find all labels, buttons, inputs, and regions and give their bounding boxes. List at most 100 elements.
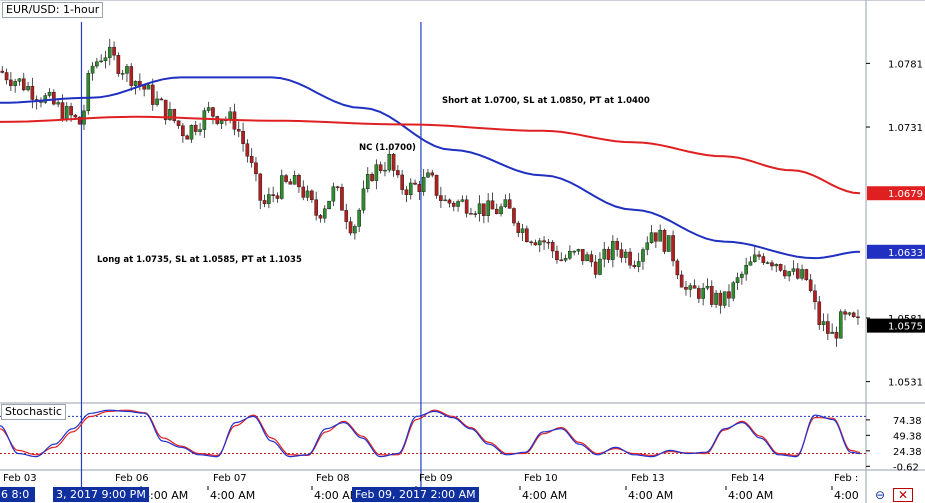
candle-body <box>344 210 349 222</box>
candle-body <box>0 70 5 73</box>
candle-body <box>64 106 69 120</box>
price-tick-label: 1.0781 <box>888 59 923 70</box>
date-tick-label: Feb 10 <box>524 473 558 484</box>
candle-body <box>408 182 413 195</box>
stochastic-title[interactable]: Stochastic <box>1 404 66 420</box>
candle-body <box>146 84 151 90</box>
candle-body <box>692 285 697 289</box>
sync-icon[interactable]: ⊖ <box>874 488 886 502</box>
candle-body <box>159 98 164 101</box>
time-tick-label: 4:00 <box>834 489 859 502</box>
candles <box>0 38 860 347</box>
candle-body <box>537 240 542 246</box>
candle-body <box>718 292 723 306</box>
close-icon[interactable]: ✕ <box>893 488 913 502</box>
candle-body <box>473 213 478 215</box>
price-tick-label: 1.0531 <box>888 378 923 389</box>
price-tag-box <box>867 318 925 333</box>
candle-body <box>602 248 607 260</box>
candle-body <box>396 170 400 176</box>
candle-body <box>482 203 486 216</box>
candle-body <box>301 186 306 198</box>
candle-body <box>748 261 753 266</box>
candle-body <box>56 102 60 105</box>
candle-body <box>181 125 185 137</box>
candle-body <box>709 286 714 305</box>
stochastic-axis-ticks: 74.38 49.38 24.38 -0.62 <box>866 416 922 473</box>
candle-body <box>155 98 159 105</box>
candle-body <box>628 251 632 266</box>
candle-body <box>611 241 615 260</box>
annotation-long: Long at 1.0735, SL at 1.0585, PT at 1.10… <box>97 255 302 265</box>
candle-body <box>378 164 383 171</box>
date-tick-label: Feb 14 <box>731 473 765 484</box>
candle-body <box>752 254 757 262</box>
candle-body <box>374 164 379 181</box>
candle-body <box>774 264 779 267</box>
candle-body <box>365 174 370 189</box>
candle-body <box>494 208 499 215</box>
candle-body <box>761 256 766 263</box>
candle-body <box>245 143 250 157</box>
stochastic-tick-label: 24.38 <box>893 447 922 458</box>
candle-body <box>322 208 327 219</box>
candle-body <box>662 230 667 252</box>
candle-body <box>4 72 9 81</box>
cursor-lines <box>80 22 422 487</box>
candle-body <box>297 175 301 188</box>
candle-body <box>310 190 314 200</box>
main-plot-area[interactable] <box>0 0 866 403</box>
candle-body <box>770 262 774 267</box>
candle-body <box>357 209 361 227</box>
candle-body <box>138 80 142 86</box>
candle-body <box>387 154 392 171</box>
candle-body <box>636 261 641 267</box>
candle-body <box>228 111 232 120</box>
candle-body <box>172 109 177 121</box>
candle-body <box>275 195 280 199</box>
candle-body <box>262 200 267 204</box>
candle-body <box>632 264 637 267</box>
candle-body <box>520 228 525 233</box>
candle-body <box>258 173 263 201</box>
candle-body <box>486 200 490 216</box>
candle-body <box>843 311 847 315</box>
candle-body <box>103 57 108 62</box>
candle-body <box>697 288 701 299</box>
candle-body <box>447 199 452 204</box>
candle-body <box>90 65 95 74</box>
candle-body <box>133 80 138 86</box>
annotation-short: Short at 1.0700, SL at 1.0850, PT at 1.0… <box>442 96 650 106</box>
stochastic-k-line <box>0 409 860 458</box>
symbol-title[interactable]: EUR/USD: 1-hour <box>2 2 104 18</box>
candle-body <box>383 169 387 172</box>
candle-body <box>576 249 581 252</box>
candle-body <box>593 261 598 275</box>
candle-body <box>516 222 521 233</box>
candle-body <box>451 202 456 207</box>
candle-body <box>13 81 17 86</box>
candle-body <box>318 215 323 219</box>
candle-body <box>404 189 409 195</box>
candle-body <box>73 114 78 118</box>
candle-body <box>292 175 297 185</box>
candle-body <box>443 199 447 202</box>
candle-body <box>305 190 310 198</box>
candle-body <box>555 250 559 261</box>
candle-body <box>722 291 727 306</box>
candle-body <box>641 249 645 262</box>
candle-body <box>826 321 830 334</box>
candle-body <box>623 251 628 258</box>
candle-body <box>744 265 748 275</box>
candle-body <box>765 262 770 264</box>
candle-body <box>791 268 796 272</box>
candle-body <box>279 175 284 199</box>
candle-body <box>348 221 353 234</box>
candle-body <box>490 200 495 210</box>
candle-body <box>572 250 576 253</box>
price-tag-label: 1.0679 <box>888 189 923 200</box>
candle-body <box>361 188 366 211</box>
candle-body <box>589 254 594 263</box>
price-tags: 1.0679 1.0633 1.0575 <box>867 186 925 333</box>
time-tick-label: 4:00 AM <box>522 489 567 502</box>
